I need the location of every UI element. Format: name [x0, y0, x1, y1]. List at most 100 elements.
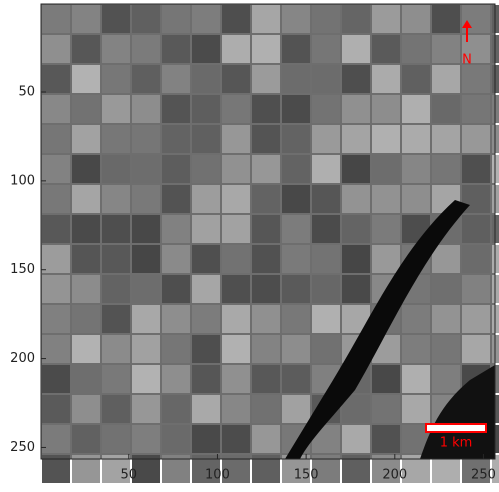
- field: [402, 125, 430, 153]
- field: [432, 335, 460, 363]
- field: [402, 65, 430, 93]
- field: [192, 395, 220, 423]
- x-tick-label: 200: [382, 468, 407, 483]
- field: [432, 155, 460, 183]
- field: [372, 155, 400, 183]
- field: [402, 185, 430, 213]
- field: [162, 155, 190, 183]
- field: [462, 65, 490, 93]
- field: [222, 185, 250, 213]
- field: [342, 35, 370, 63]
- field: [402, 305, 430, 333]
- field: [72, 35, 100, 63]
- field: [282, 245, 310, 273]
- field: [282, 5, 310, 33]
- field: [192, 365, 220, 393]
- field: [192, 305, 220, 333]
- field: [402, 5, 430, 33]
- field: [222, 65, 250, 93]
- field: [282, 455, 310, 483]
- field: [402, 35, 430, 63]
- field: [312, 5, 340, 33]
- field: [252, 155, 280, 183]
- field: [132, 95, 160, 123]
- field: [162, 425, 190, 453]
- field: [132, 455, 160, 483]
- field: [342, 95, 370, 123]
- field: [192, 35, 220, 63]
- field: [162, 5, 190, 33]
- field: [342, 275, 370, 303]
- field: [222, 275, 250, 303]
- field: [372, 365, 400, 393]
- field: [282, 155, 310, 183]
- y-tick-label: 100: [10, 173, 35, 188]
- field: [252, 365, 280, 393]
- field: [312, 215, 340, 243]
- y-tick-label: 250: [10, 440, 35, 455]
- field: [252, 455, 280, 483]
- field: [42, 5, 70, 33]
- field: [192, 215, 220, 243]
- scale-bar: [425, 423, 487, 433]
- field: [42, 125, 70, 153]
- field: [102, 245, 130, 273]
- x-tick-label: 250: [471, 468, 496, 483]
- field: [222, 155, 250, 183]
- field: [132, 125, 160, 153]
- field: [402, 95, 430, 123]
- field: [372, 425, 400, 453]
- field: [252, 395, 280, 423]
- field: [222, 305, 250, 333]
- field: [252, 95, 280, 123]
- field: [492, 455, 499, 483]
- field: [342, 215, 370, 243]
- y-tick-label: 150: [10, 262, 35, 277]
- field: [372, 185, 400, 213]
- field: [162, 245, 190, 273]
- field: [402, 455, 430, 483]
- field: [72, 275, 100, 303]
- field: [72, 65, 100, 93]
- field: [342, 455, 370, 483]
- field: [312, 245, 340, 273]
- field: [72, 185, 100, 213]
- field: [72, 95, 100, 123]
- x-tick-label: 50: [121, 468, 138, 483]
- y-tick-label: 200: [10, 351, 35, 366]
- field: [282, 185, 310, 213]
- field: [222, 455, 250, 483]
- field: [252, 215, 280, 243]
- field: [102, 155, 130, 183]
- field: [282, 335, 310, 363]
- field: [42, 275, 70, 303]
- field: [72, 305, 100, 333]
- field: [192, 95, 220, 123]
- field: [222, 245, 250, 273]
- field: [462, 335, 490, 363]
- field: [372, 395, 400, 423]
- field: [252, 335, 280, 363]
- field: [132, 365, 160, 393]
- field: [312, 305, 340, 333]
- field: [132, 65, 160, 93]
- field: [222, 215, 250, 243]
- field: [432, 275, 460, 303]
- north-label: N: [462, 53, 472, 68]
- field: [222, 395, 250, 423]
- field: [282, 125, 310, 153]
- field: [462, 155, 490, 183]
- field: [132, 245, 160, 273]
- field: [252, 425, 280, 453]
- field: [192, 335, 220, 363]
- field: [102, 125, 130, 153]
- field: [192, 65, 220, 93]
- field: [102, 305, 130, 333]
- field: [432, 365, 460, 393]
- field: [42, 155, 70, 183]
- field: [42, 65, 70, 93]
- field: [72, 215, 100, 243]
- field: [162, 335, 190, 363]
- field: [42, 35, 70, 63]
